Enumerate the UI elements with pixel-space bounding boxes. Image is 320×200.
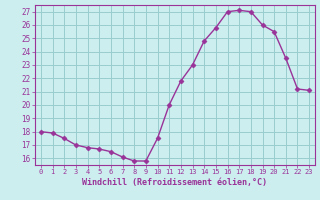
X-axis label: Windchill (Refroidissement éolien,°C): Windchill (Refroidissement éolien,°C) <box>83 178 268 187</box>
